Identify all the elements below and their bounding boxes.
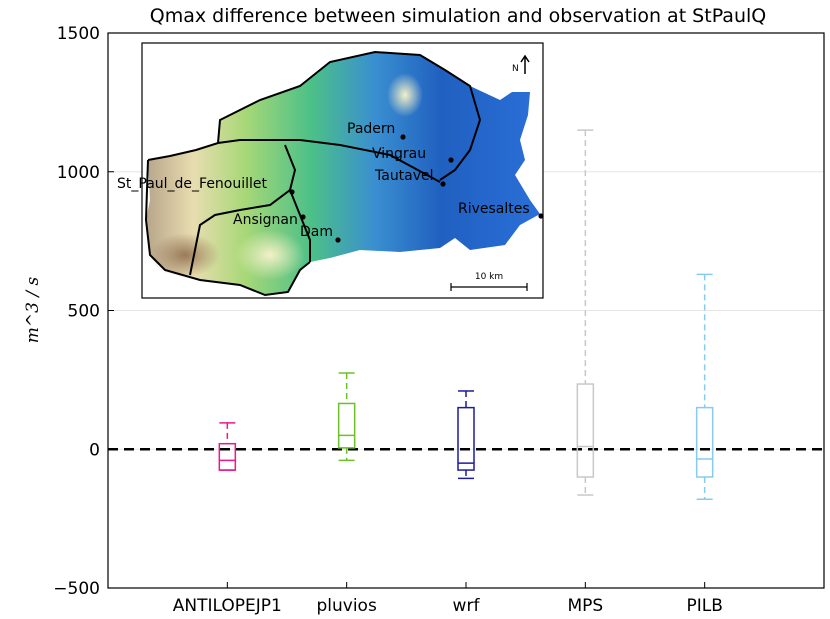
x-tick-label: ANTILOPEJP1: [173, 596, 282, 616]
place-marker: [440, 181, 446, 187]
y-axis-label: m^3 / s: [23, 277, 43, 344]
box-PILB: [695, 273, 714, 500]
y-tick-label: 0: [89, 440, 100, 460]
box-pluvios: [337, 372, 356, 462]
plot-frame: [107, 32, 825, 589]
iqr-box: [457, 406, 475, 471]
place-label: Rivesaltes: [458, 201, 530, 217]
place-label: Dam: [300, 224, 333, 240]
place-label: St_Paul_de_Fenouillet: [117, 176, 268, 192]
inset-map: N 10 km Padern Vingrau Tautavel St_Paul_de_…: [117, 42, 544, 299]
place-marker: [289, 189, 295, 195]
scale-bar: [450, 283, 528, 291]
y-tick-label: 1500: [57, 24, 100, 44]
y-tick-label: 1000: [57, 163, 100, 183]
iqr-box: [218, 442, 237, 471]
iqr-box: [337, 402, 356, 449]
watershed-region: [146, 52, 540, 295]
place-label: Padern: [347, 121, 395, 137]
relief-southwest: [150, 233, 220, 277]
box-wrf: [457, 390, 475, 480]
box-MPS: [576, 129, 595, 496]
iqr-box: [576, 383, 595, 478]
place-marker: [400, 134, 406, 140]
x-ticks: ANTILOPEJP1 pluvios wrf MPS PILB: [173, 582, 723, 616]
box-ANTILOPEJP1: [218, 422, 237, 471]
place-label: Ansignan: [233, 212, 298, 228]
chart-title: Qmax difference between simulation and o…: [150, 5, 766, 27]
place-marker: [300, 214, 306, 220]
y-ticks: −500 0 500 1000 1500: [53, 24, 114, 599]
relief-south: [235, 230, 305, 280]
place-marker: [448, 157, 454, 163]
place-marker: [335, 237, 341, 243]
x-tick-label: wrf: [453, 596, 481, 616]
map-places: Padern Vingrau Tautavel St_Paul_de_Fenouill…: [117, 121, 544, 243]
y-tick-label: 500: [68, 302, 100, 322]
place-label: Tautavel: [374, 168, 434, 184]
north-arrow-icon: [520, 54, 530, 74]
x-tick-label: PILB: [686, 596, 722, 616]
relief-highland: [387, 73, 423, 117]
iqr-box: [695, 406, 714, 478]
box-plots: [218, 129, 714, 500]
x-tick-label: pluvios: [316, 596, 376, 616]
y-tick-label: −500: [53, 579, 100, 599]
scale-label: 10 km: [475, 272, 503, 282]
place-label: Vingrau: [372, 146, 426, 162]
north-label: N: [512, 64, 519, 74]
subbasin-boundaries: [144, 50, 482, 297]
x-tick-label: MPS: [567, 596, 603, 616]
place-marker: [538, 213, 544, 219]
